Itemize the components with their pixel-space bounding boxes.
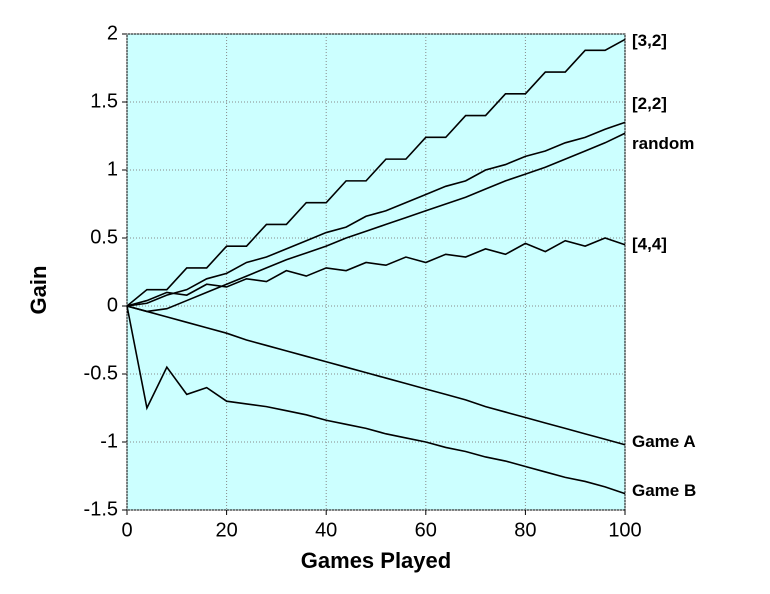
series-line [126,38,626,307]
y-axis-title: Gain [26,266,51,315]
series-label: Game A [632,432,696,451]
x-tick-label: 20 [215,519,237,541]
y-tick-label: -0.5 [84,362,118,384]
y-tick-label: 1.5 [90,90,118,112]
series-label: random [632,134,694,153]
y-tick-label: 0 [107,294,118,316]
x-tick-label: 60 [415,519,437,541]
x-tick-label: 40 [315,519,337,541]
plot-area [126,33,626,511]
series-label: [2,2] [632,94,667,113]
series-label: Game B [632,481,696,500]
y-tick-label: -1.5 [84,498,118,520]
series-line [126,132,626,313]
series-line [126,121,626,307]
y-tick-label: 0.5 [90,226,118,248]
series-label: [4,4] [632,234,667,253]
series-label: [3,2] [632,31,667,50]
y-tick-label: -1 [100,430,118,452]
x-axis-title: Games Played [301,548,451,573]
x-tick-label: 100 [608,519,641,541]
x-tick-label: 80 [514,519,536,541]
series-line [126,237,626,307]
series-line [126,305,626,495]
series-line [126,305,626,446]
y-tick-label: 1 [107,158,118,180]
x-tick-label: 0 [121,519,132,541]
y-tick-label: 2 [107,22,118,44]
